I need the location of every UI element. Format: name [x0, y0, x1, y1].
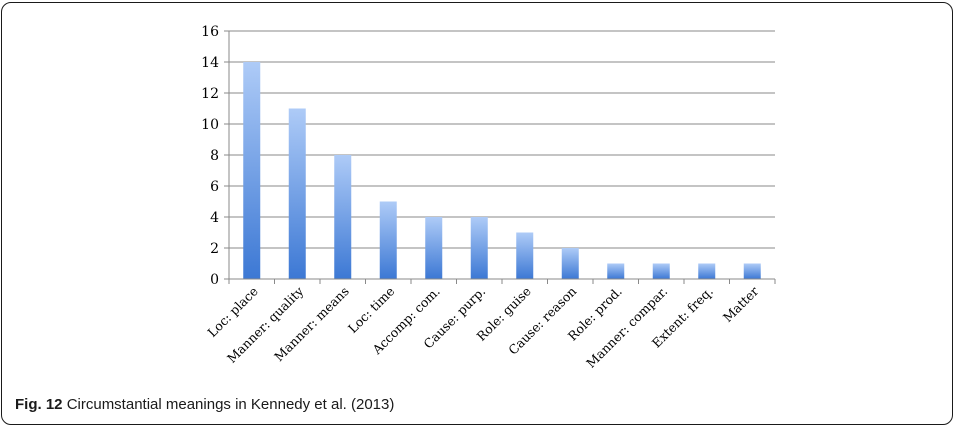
bar — [425, 217, 443, 279]
y-tick-label: 0 — [210, 272, 219, 288]
y-tick-label: 4 — [210, 210, 219, 226]
bar — [288, 108, 306, 279]
y-tick-label: 12 — [201, 86, 219, 102]
y-tick-label: 16 — [201, 24, 219, 40]
bar — [561, 248, 579, 279]
caption-text: Circumstantial meanings in Kennedy et al… — [66, 396, 395, 413]
bar — [243, 62, 261, 279]
axes — [224, 30, 776, 284]
x-tick-label: Manner: compar. — [583, 284, 670, 371]
bars — [243, 62, 761, 279]
caption-label: Fig. 12 — [15, 396, 63, 413]
y-tick-label: 8 — [210, 148, 219, 164]
y-tick-label: 2 — [210, 241, 219, 257]
y-tick-label: 10 — [201, 117, 219, 133]
bar — [379, 201, 397, 279]
y-tick-label: 14 — [201, 55, 219, 71]
bar — [334, 155, 352, 279]
bar — [607, 263, 625, 279]
bar — [470, 217, 488, 279]
figure-caption: Fig. 12 Circumstantial meanings in Kenne… — [15, 396, 394, 413]
bar — [516, 232, 534, 279]
x-tick-label: Matter — [720, 283, 762, 325]
bar — [743, 263, 761, 279]
bar — [698, 263, 716, 279]
gridlines — [229, 30, 775, 249]
y-tick-label: 6 — [210, 179, 219, 195]
bar — [652, 263, 670, 279]
y-tick-labels: 0 2 4 6 8 10 12 14 16 — [201, 24, 219, 288]
x-tick-label: Manner: quality — [224, 283, 307, 366]
